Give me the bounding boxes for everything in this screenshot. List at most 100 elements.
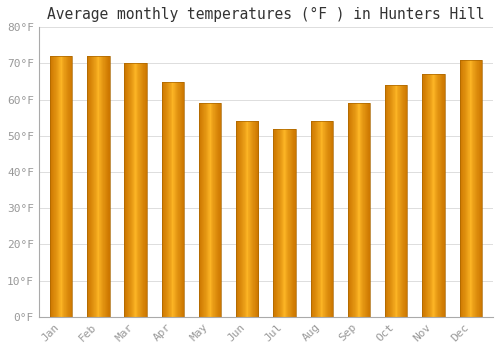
Bar bbox=[98, 56, 99, 317]
Bar bbox=[398, 85, 399, 317]
Bar bbox=[276, 128, 278, 317]
Bar bbox=[255, 121, 256, 317]
Bar bbox=[368, 103, 369, 317]
Bar bbox=[209, 103, 210, 317]
Bar bbox=[423, 74, 424, 317]
Bar bbox=[430, 74, 432, 317]
Bar bbox=[169, 82, 170, 317]
Bar bbox=[469, 60, 470, 317]
Bar bbox=[354, 103, 355, 317]
Bar bbox=[60, 56, 61, 317]
Bar bbox=[465, 60, 466, 317]
Bar bbox=[312, 121, 313, 317]
Bar bbox=[360, 103, 362, 317]
Bar bbox=[140, 63, 141, 317]
Bar bbox=[139, 63, 140, 317]
Bar bbox=[129, 63, 130, 317]
Bar bbox=[65, 56, 66, 317]
Bar bbox=[322, 121, 323, 317]
Bar bbox=[274, 128, 275, 317]
Bar bbox=[385, 85, 386, 317]
Bar bbox=[324, 121, 325, 317]
Bar bbox=[460, 60, 482, 317]
Bar bbox=[388, 85, 389, 317]
Bar bbox=[424, 74, 425, 317]
Bar bbox=[248, 121, 249, 317]
Bar bbox=[278, 128, 279, 317]
Bar bbox=[290, 128, 292, 317]
Bar bbox=[250, 121, 251, 317]
Bar bbox=[316, 121, 317, 317]
Bar bbox=[94, 56, 95, 317]
Bar bbox=[141, 63, 142, 317]
Bar bbox=[311, 121, 312, 317]
Bar bbox=[428, 74, 429, 317]
Bar bbox=[102, 56, 103, 317]
Bar bbox=[329, 121, 330, 317]
Bar bbox=[246, 121, 247, 317]
Bar bbox=[215, 103, 216, 317]
Bar bbox=[101, 56, 102, 317]
Bar bbox=[434, 74, 435, 317]
Bar bbox=[399, 85, 400, 317]
Bar bbox=[313, 121, 314, 317]
Bar bbox=[167, 82, 168, 317]
Bar bbox=[100, 56, 101, 317]
Bar bbox=[478, 60, 479, 317]
Bar bbox=[315, 121, 316, 317]
Bar bbox=[58, 56, 59, 317]
Bar bbox=[363, 103, 364, 317]
Bar bbox=[397, 85, 398, 317]
Bar bbox=[289, 128, 290, 317]
Bar bbox=[286, 128, 287, 317]
Bar bbox=[103, 56, 104, 317]
Bar bbox=[204, 103, 205, 317]
Bar bbox=[205, 103, 206, 317]
Bar bbox=[436, 74, 437, 317]
Bar bbox=[367, 103, 368, 317]
Bar bbox=[212, 103, 213, 317]
Bar bbox=[51, 56, 52, 317]
Bar bbox=[350, 103, 351, 317]
Bar bbox=[96, 56, 98, 317]
Bar bbox=[425, 74, 426, 317]
Bar bbox=[240, 121, 241, 317]
Bar bbox=[349, 103, 350, 317]
Bar bbox=[254, 121, 255, 317]
Bar bbox=[237, 121, 238, 317]
Bar bbox=[287, 128, 288, 317]
Bar bbox=[358, 103, 359, 317]
Bar bbox=[131, 63, 132, 317]
Bar bbox=[56, 56, 58, 317]
Bar bbox=[132, 63, 133, 317]
Bar bbox=[328, 121, 329, 317]
Bar bbox=[404, 85, 405, 317]
Bar bbox=[55, 56, 56, 317]
Bar bbox=[479, 60, 480, 317]
Bar bbox=[473, 60, 474, 317]
Bar bbox=[170, 82, 171, 317]
Bar bbox=[422, 74, 423, 317]
Bar bbox=[466, 60, 467, 317]
Bar bbox=[461, 60, 462, 317]
Bar bbox=[406, 85, 407, 317]
Bar bbox=[476, 60, 477, 317]
Bar bbox=[176, 82, 177, 317]
Bar bbox=[176, 82, 178, 317]
Bar bbox=[106, 56, 108, 317]
Bar bbox=[125, 63, 126, 317]
Bar bbox=[50, 56, 51, 317]
Bar bbox=[310, 121, 311, 317]
Bar bbox=[108, 56, 109, 317]
Bar bbox=[292, 128, 293, 317]
Bar bbox=[127, 63, 128, 317]
Bar bbox=[213, 103, 214, 317]
Bar bbox=[134, 63, 135, 317]
Bar bbox=[133, 63, 134, 317]
Bar bbox=[321, 121, 322, 317]
Bar bbox=[89, 56, 90, 317]
Bar bbox=[109, 56, 110, 317]
Bar bbox=[162, 82, 163, 317]
Bar bbox=[180, 82, 181, 317]
Bar bbox=[143, 63, 144, 317]
